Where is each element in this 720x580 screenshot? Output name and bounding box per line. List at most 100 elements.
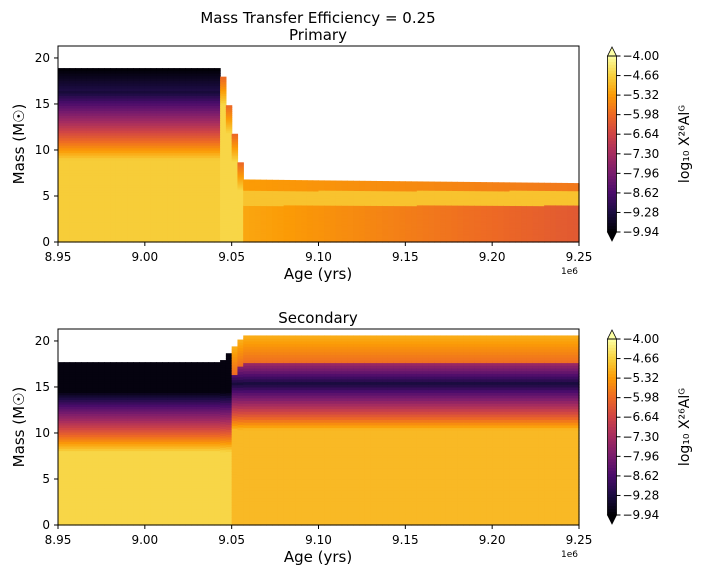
heatmap-cell: [81, 137, 88, 141]
heatmap-cell: [231, 133, 239, 136]
heatmap-cell: [191, 90, 198, 94]
heatmap-cell: [359, 223, 366, 226]
heatmap-cell: [139, 127, 146, 131]
heatmap-cell: [254, 187, 262, 190]
heatmap-cell: [318, 197, 325, 200]
heatmap-cell: [150, 192, 158, 196]
heatmap-cell: [104, 152, 111, 156]
heatmap-cell: [295, 213, 302, 216]
heatmap-cell: [225, 202, 233, 206]
heatmap-cell: [63, 229, 71, 233]
heatmap-cell: [341, 195, 349, 198]
heatmap-cell: [440, 227, 447, 229]
heatmap-cell: [115, 92, 123, 97]
heatmap-cell: [139, 117, 146, 121]
heatmap-cell: [225, 200, 233, 204]
heatmap-cell: [191, 194, 198, 198]
heatmap-cell: [440, 182, 447, 184]
heatmap-cell: [243, 191, 250, 194]
heatmap-cell: [225, 134, 233, 138]
heatmap-cell: [150, 182, 158, 186]
heatmap-cell: [463, 201, 470, 204]
heatmap-cell: [150, 212, 158, 216]
heatmap-cell: [457, 193, 464, 195]
heatmap-cell: [370, 184, 377, 186]
heatmap-cell: [272, 217, 279, 219]
heatmap-cell: [81, 217, 88, 221]
heatmap-cell: [422, 205, 430, 208]
heatmap-cell: [445, 222, 453, 224]
heatmap-cell: [277, 189, 285, 192]
heatmap-cell: [260, 209, 267, 212]
heatmap-cell: [451, 216, 459, 218]
heatmap-cell: [98, 174, 105, 178]
heatmap-cell: [266, 217, 273, 220]
heatmap-cell: [312, 210, 320, 212]
heatmap-cell: [127, 150, 134, 154]
heatmap-cell: [347, 188, 354, 191]
heatmap-cell: [179, 222, 186, 226]
heatmap-cell: [133, 179, 140, 183]
heatmap-cell: [58, 125, 65, 129]
heatmap-cell: [231, 232, 239, 235]
heatmap-cell: [411, 216, 418, 218]
heatmap-cell: [81, 75, 88, 79]
heatmap-cell: [440, 185, 447, 187]
heatmap-cell: [422, 212, 430, 215]
heatmap-cell: [387, 201, 395, 203]
heatmap-cell: [347, 236, 354, 239]
heatmap-cell: [376, 233, 383, 235]
heatmap-cell: [220, 201, 227, 205]
heatmap-cell: [359, 238, 366, 240]
heatmap-cell: [104, 130, 111, 134]
heatmap-cell: [411, 226, 418, 228]
heatmap-cell: [353, 212, 360, 214]
heatmap-cell: [341, 183, 349, 185]
heatmap-cell: [81, 212, 88, 216]
heatmap-cell: [196, 112, 204, 116]
heatmap-cell: [249, 212, 256, 215]
heatmap-cell: [110, 95, 117, 99]
heatmap-cell: [335, 226, 343, 228]
heatmap-cell: [231, 235, 239, 238]
heatmap-cell: [243, 235, 250, 238]
heatmap-cell: [434, 218, 441, 221]
heatmap-cell: [277, 239, 285, 241]
heatmap-cell: [445, 199, 453, 202]
heatmap-cell: [434, 210, 441, 213]
heatmap-cell: [330, 226, 337, 228]
heatmap-cell: [185, 80, 192, 84]
heatmap-cell: [335, 230, 343, 233]
heatmap-cell: [283, 188, 291, 191]
heatmap-cell: [428, 183, 435, 185]
heatmap-cell: [231, 190, 239, 194]
heatmap-cell: [347, 212, 354, 214]
heatmap-cell: [249, 221, 256, 223]
heatmap-cell: [144, 202, 152, 206]
heatmap-cell: [335, 225, 343, 227]
heatmap-cell: [283, 211, 291, 214]
heatmap-cell: [63, 87, 71, 92]
heatmap-cell: [249, 195, 256, 198]
heatmap-cell: [457, 186, 464, 188]
heatmap-cell: [86, 105, 94, 109]
heatmap-cell: [289, 206, 296, 209]
heatmap-cell: [208, 82, 215, 87]
heatmap-cell: [156, 92, 163, 97]
heatmap-cell: [272, 193, 279, 195]
heatmap-cell: [110, 127, 117, 131]
heatmap-cell: [185, 204, 192, 208]
heatmap-cell: [283, 207, 291, 209]
heatmap-cell: [81, 174, 88, 178]
heatmap-cell: [277, 234, 285, 237]
heatmap-cell: [220, 152, 227, 156]
heatmap-cell: [254, 229, 262, 232]
heatmap-cell: [353, 183, 360, 185]
heatmap-cell: [98, 167, 105, 171]
heatmap-cell: [318, 221, 325, 224]
heatmap-cell: [58, 199, 65, 203]
heatmap-cell: [382, 219, 389, 221]
heatmap-cell: [289, 184, 296, 186]
heatmap-cell: [162, 130, 169, 134]
heatmap-cell: [104, 92, 111, 97]
